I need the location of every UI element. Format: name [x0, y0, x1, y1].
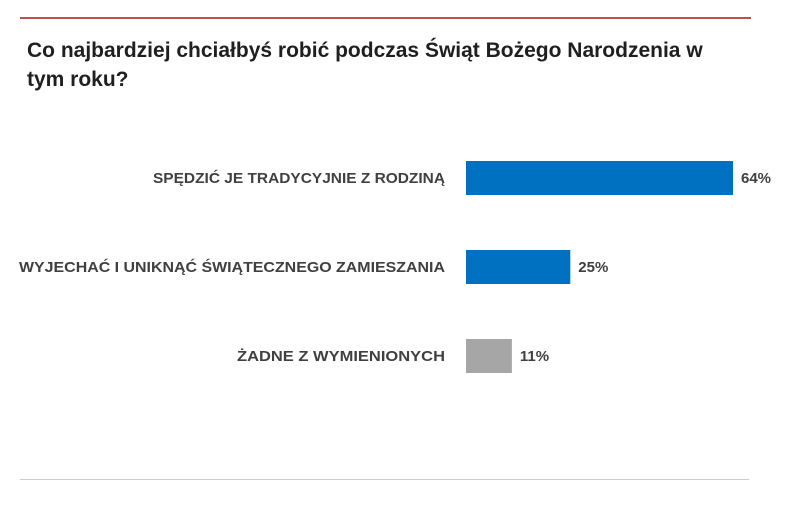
bar	[466, 250, 571, 284]
bottom-divider	[20, 479, 749, 480]
top-divider	[20, 17, 751, 19]
category-label: SPĘDZIĆ JE TRADYCYJNIE Z RODZINĄ	[153, 169, 445, 187]
chart-title: Co najbardziej chciałbyś robić podczas Ś…	[27, 39, 703, 91]
value-label: 11%	[520, 348, 549, 365]
value-label: 25%	[578, 259, 608, 276]
category-label: WYJECHAĆ I UNIKNĄĆ ŚWIĄTECZNEGO ZAMIESZA…	[19, 258, 445, 276]
bar	[466, 339, 512, 373]
bar	[466, 161, 733, 195]
category-label: ŻADNE Z WYMIENIONYCH	[237, 348, 445, 365]
value-label: 64%	[741, 170, 771, 187]
